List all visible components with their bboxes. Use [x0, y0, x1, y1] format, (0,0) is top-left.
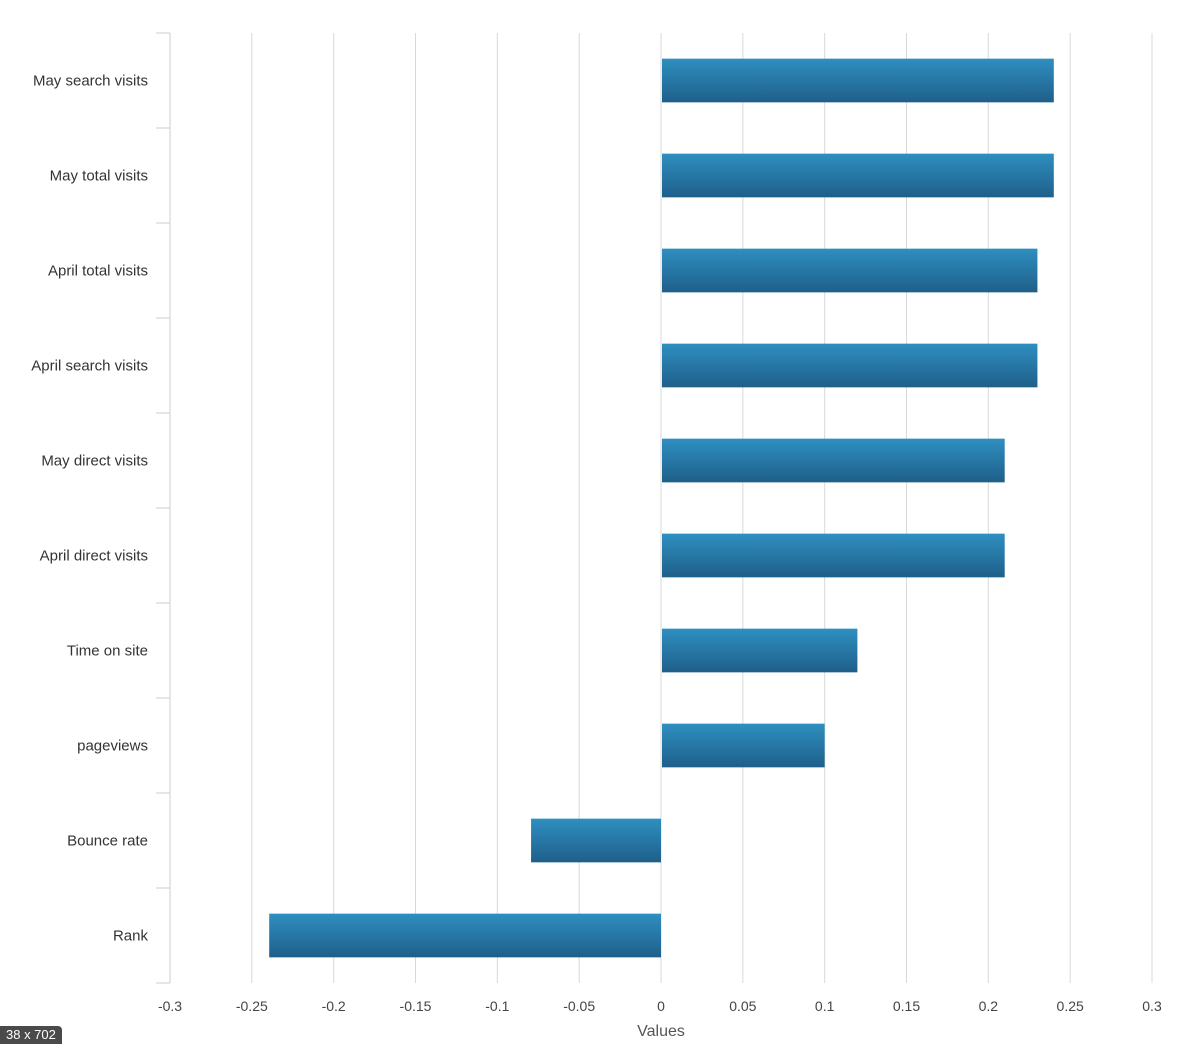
bar [662, 723, 825, 768]
bar [531, 818, 661, 863]
bar [662, 628, 858, 673]
x-tick-label: 0 [657, 998, 665, 1014]
x-tick-label: 0.25 [1057, 998, 1084, 1014]
x-tick-label: -0.3 [158, 998, 182, 1014]
grid-lines [251, 33, 1153, 983]
bar [662, 248, 1038, 293]
x-tick-label: 0.3 [1142, 998, 1162, 1014]
bar [269, 913, 661, 958]
category-label: April direct visits [40, 548, 148, 565]
x-tick-label: -0.1 [485, 998, 509, 1014]
category-label: May direct visits [41, 453, 148, 470]
x-tick-label: 0.1 [815, 998, 835, 1014]
x-tick-labels: -0.3 -0.25 -0.2 -0.15 -0.1 -0.05 0 0.05 0.1 0.15 0… [158, 998, 1162, 1014]
category-label: Bounce rate [67, 833, 148, 850]
image-size-badge: 38 x 702 [0, 1026, 62, 1044]
bar [662, 533, 1005, 578]
x-tick-label: -0.25 [236, 998, 268, 1014]
bar [662, 153, 1054, 198]
y-axis [156, 32, 171, 984]
category-label: Rank [113, 928, 149, 945]
x-axis-title: Values [637, 1023, 685, 1040]
x-tick-label: -0.15 [400, 998, 432, 1014]
category-label: April search visits [31, 358, 148, 375]
x-tick-label: 0.05 [729, 998, 756, 1014]
category-label: pageviews [77, 738, 148, 755]
x-tick-label: 0.2 [979, 998, 999, 1014]
x-tick-label: -0.05 [563, 998, 595, 1014]
category-label: April total visits [48, 263, 148, 280]
bar [662, 58, 1054, 103]
bar [662, 438, 1005, 483]
x-tick-label: -0.2 [322, 998, 346, 1014]
category-labels: May search visits May total visits April t… [31, 73, 148, 945]
category-label: May total visits [50, 168, 148, 185]
category-label: Time on site [67, 643, 148, 660]
bar [662, 343, 1038, 388]
category-label: May search visits [33, 73, 148, 90]
bars [269, 58, 1054, 958]
x-tick-label: 0.15 [893, 998, 920, 1014]
